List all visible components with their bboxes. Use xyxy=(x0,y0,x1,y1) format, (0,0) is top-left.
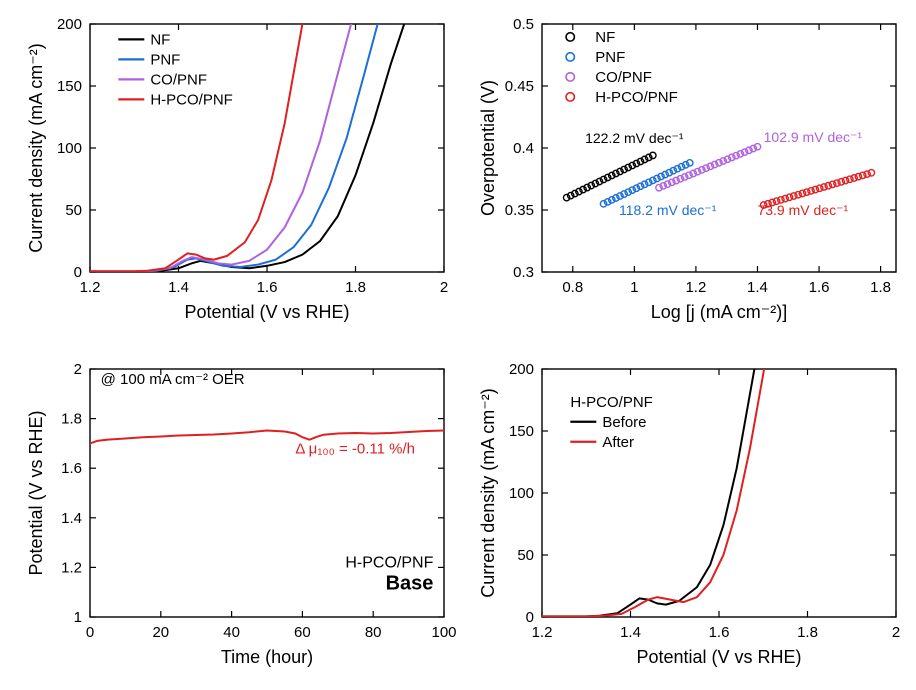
svg-text:Time (hour): Time (hour) xyxy=(221,647,313,667)
svg-text:122.2 mV dec⁻¹: 122.2 mV dec⁻¹ xyxy=(585,130,684,146)
svg-text:50: 50 xyxy=(517,547,534,564)
svg-text:1.6: 1.6 xyxy=(61,460,82,477)
panel-stability: 0 20 40 60 80 100 1 1.2 1.4 1.6 1.8 2 Time (hour) Pot… xyxy=(18,355,458,675)
svg-text:0.8: 0.8 xyxy=(562,279,583,296)
svg-text:100: 100 xyxy=(431,624,456,641)
svg-text:H-PCO/PNF: H-PCO/PNF xyxy=(150,91,233,108)
svg-text:CO/PNF: CO/PNF xyxy=(595,69,652,86)
svg-text:Log [j (mA cm⁻²)]: Log [j (mA cm⁻²)] xyxy=(651,302,788,322)
svg-text:0.4: 0.4 xyxy=(513,140,534,157)
svg-text:Δ μ₁₀₀ = -0.11 %/h: Δ μ₁₀₀ = -0.11 %/h xyxy=(295,440,415,457)
svg-text:@ 100 mA cm⁻² OER: @ 100 mA cm⁻² OER xyxy=(101,371,245,388)
panel-lsv: 1.2 1.4 1.6 1.8 2 0 50 100 150 200 Potential (V vs… xyxy=(18,10,458,330)
svg-text:1: 1 xyxy=(630,279,638,296)
svg-text:1.2: 1.2 xyxy=(80,279,101,296)
svg-text:Overpotential (V): Overpotential (V) xyxy=(478,80,498,216)
panel-tafel: 0.8 1 1.2 1.4 1.6 1.8 0.3 0.35 0.4 0.45 0.5 Log [j … xyxy=(470,10,910,330)
svg-text:200: 200 xyxy=(57,16,82,33)
svg-text:2: 2 xyxy=(892,624,900,641)
svg-text:40: 40 xyxy=(223,624,240,641)
svg-text:20: 20 xyxy=(152,624,169,641)
svg-text:0.35: 0.35 xyxy=(505,202,534,219)
svg-text:Potential (V vs RHE): Potential (V vs RHE) xyxy=(26,410,46,575)
svg-text:NF: NF xyxy=(595,29,615,46)
svg-text:150: 150 xyxy=(57,78,82,95)
svg-text:0.5: 0.5 xyxy=(513,16,534,33)
svg-text:1.6: 1.6 xyxy=(809,279,830,296)
svg-text:H-PCO/PNF: H-PCO/PNF xyxy=(570,394,653,411)
electrochemistry-figure: 1.21.41.61.82050100150200Potential (V vs… xyxy=(0,0,916,690)
svg-text:0: 0 xyxy=(86,624,94,641)
svg-text:1.8: 1.8 xyxy=(345,279,366,296)
svg-text:0.45: 0.45 xyxy=(505,78,534,95)
svg-text:1.8: 1.8 xyxy=(870,279,891,296)
svg-text:Base: Base xyxy=(386,573,434,595)
svg-text:1.2: 1.2 xyxy=(685,279,706,296)
svg-text:Potential (V vs RHE): Potential (V vs RHE) xyxy=(636,647,801,667)
svg-text:0: 0 xyxy=(526,609,534,626)
svg-text:Current density (mA cm⁻²): Current density (mA cm⁻²) xyxy=(478,388,498,598)
svg-text:102.9 mV dec⁻¹: 102.9 mV dec⁻¹ xyxy=(764,129,863,145)
svg-text:1.6: 1.6 xyxy=(709,624,730,641)
panel-before-after: 1.2 1.4 1.6 1.8 2 0 50 100 150 200 Potential (V vs… xyxy=(470,355,910,675)
svg-text:1: 1 xyxy=(74,609,82,626)
svg-text:1.8: 1.8 xyxy=(61,411,82,428)
svg-text:2: 2 xyxy=(74,361,82,378)
svg-text:1.8: 1.8 xyxy=(797,624,818,641)
svg-text:H-PCO/PNF: H-PCO/PNF xyxy=(595,89,678,106)
svg-text:PNF: PNF xyxy=(595,49,625,66)
svg-text:50: 50 xyxy=(65,202,82,219)
svg-text:1.4: 1.4 xyxy=(747,279,768,296)
svg-text:Potential (V vs RHE): Potential (V vs RHE) xyxy=(184,302,349,322)
svg-text:1.2: 1.2 xyxy=(532,624,553,641)
svg-text:73.9 mV dec⁻¹: 73.9 mV dec⁻¹ xyxy=(757,202,848,218)
svg-text:Before: Before xyxy=(602,414,646,431)
svg-text:0: 0 xyxy=(74,264,82,281)
svg-text:100: 100 xyxy=(57,140,82,157)
svg-text:NF: NF xyxy=(150,31,170,48)
svg-text:After: After xyxy=(602,434,634,451)
svg-text:1.4: 1.4 xyxy=(61,510,82,527)
svg-text:1.6: 1.6 xyxy=(257,279,278,296)
svg-text:118.2 mV dec⁻¹: 118.2 mV dec⁻¹ xyxy=(619,202,717,218)
svg-text:1.2: 1.2 xyxy=(61,559,82,576)
svg-text:PNF: PNF xyxy=(150,51,180,68)
svg-text:80: 80 xyxy=(365,624,382,641)
svg-text:1.4: 1.4 xyxy=(620,624,641,641)
svg-text:100: 100 xyxy=(509,485,534,502)
svg-text:2: 2 xyxy=(440,279,448,296)
svg-text:1.4: 1.4 xyxy=(168,279,189,296)
svg-text:H-PCO/PNF: H-PCO/PNF xyxy=(345,554,433,571)
svg-text:CO/PNF: CO/PNF xyxy=(150,71,207,88)
svg-text:200: 200 xyxy=(509,361,534,378)
svg-text:0.3: 0.3 xyxy=(513,264,534,281)
svg-text:150: 150 xyxy=(509,423,534,440)
svg-text:Current density (mA cm⁻²): Current density (mA cm⁻²) xyxy=(26,43,46,253)
svg-text:60: 60 xyxy=(294,624,311,641)
